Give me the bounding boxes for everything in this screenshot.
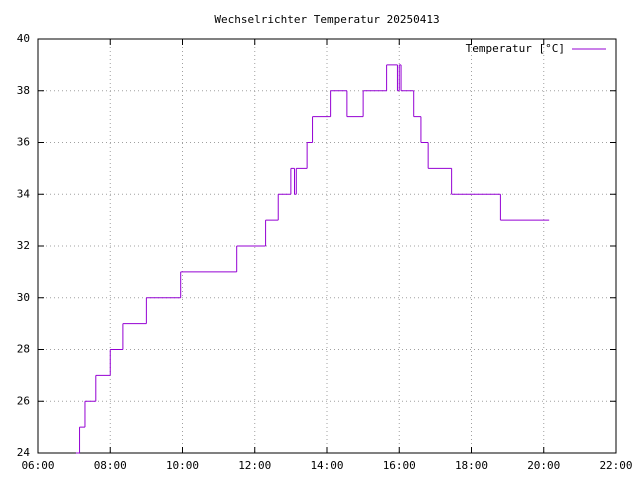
x-tick-label: 14:00 <box>310 459 343 472</box>
x-tick-label: 20:00 <box>527 459 560 472</box>
x-tick-label: 22:00 <box>599 459 632 472</box>
y-tick-label: 36 <box>17 136 30 149</box>
y-tick-label: 34 <box>17 187 31 200</box>
y-tick-label: 32 <box>17 239 30 252</box>
x-tick-label: 18:00 <box>455 459 488 472</box>
legend-label: Temperatur [°C] <box>466 42 565 55</box>
y-tick-label: 28 <box>17 343 30 356</box>
x-tick-label: 08:00 <box>94 459 127 472</box>
y-tick-label: 30 <box>17 291 30 304</box>
x-tick-label: 10:00 <box>166 459 199 472</box>
x-tick-label: 16:00 <box>383 459 416 472</box>
plot-border <box>37 38 617 454</box>
y-tick-label: 38 <box>17 84 30 97</box>
y-tick-label: 26 <box>17 394 30 407</box>
chart-title: Wechselrichter Temperatur 20250413 <box>214 13 439 26</box>
x-tick-label: 06:00 <box>21 459 54 472</box>
y-tick-label: 24 <box>17 446 31 459</box>
x-tick-label: 12:00 <box>238 459 271 472</box>
y-tick-label: 40 <box>17 32 30 45</box>
